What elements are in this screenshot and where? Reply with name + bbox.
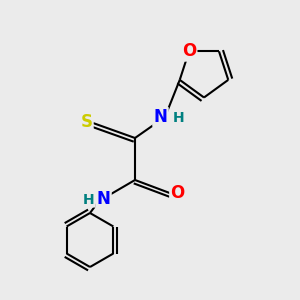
Text: S: S <box>80 113 92 131</box>
Text: N: N <box>154 108 167 126</box>
Text: H: H <box>83 193 94 206</box>
Text: O: O <box>170 184 185 202</box>
Text: N: N <box>97 190 110 208</box>
Text: H: H <box>173 112 184 125</box>
Text: O: O <box>182 42 196 60</box>
